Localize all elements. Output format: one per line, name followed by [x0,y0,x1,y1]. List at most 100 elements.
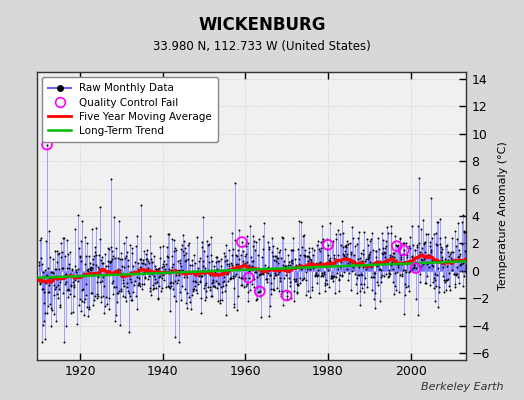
Point [61,271,69,278]
Point [386,262,395,268]
Point [318,270,326,276]
Point [323,281,331,288]
Point [51,248,59,254]
Point [128,271,137,277]
Point [258,270,266,276]
Point [351,259,359,265]
Point [307,259,315,266]
Point [342,244,350,250]
Point [401,267,409,273]
Point [133,274,141,280]
Point [388,259,397,265]
Point [458,268,466,275]
Point [321,282,330,288]
Point [274,255,282,261]
Point [249,242,257,249]
Point [384,258,392,264]
Point [410,261,419,267]
Point [162,261,171,267]
Point [414,240,423,246]
Point [296,275,304,281]
Point [75,302,83,308]
Point [243,280,252,287]
Point [68,266,76,272]
Point [182,257,190,263]
Point [273,254,281,261]
Point [419,261,428,267]
Point [127,269,136,275]
Point [84,266,93,272]
Point [69,308,78,315]
Point [245,274,253,281]
Point [190,252,198,258]
Point [99,274,107,280]
Point [440,289,448,296]
Point [185,299,194,306]
Point [436,248,445,255]
Point [88,290,96,297]
Point [35,258,43,265]
Point [311,272,320,278]
Point [262,276,270,282]
Point [325,256,333,263]
Point [438,257,446,264]
Point [369,247,378,253]
Point [94,264,103,270]
Point [81,234,90,240]
Point [282,292,291,299]
Point [255,236,264,243]
Point [235,226,244,233]
Point [315,290,323,297]
Point [315,245,323,252]
Point [174,272,183,278]
Point [148,270,157,277]
Point [91,293,99,299]
Point [423,254,432,260]
Point [119,280,128,286]
Point [126,293,134,300]
Point [140,281,149,288]
Point [236,275,245,281]
Point [420,238,429,245]
Point [183,274,192,280]
Point [290,264,299,271]
Point [260,266,269,272]
Point [100,310,108,316]
Point [155,274,163,280]
Point [47,323,56,329]
Point [143,256,151,262]
Point [51,318,60,324]
Point [343,251,351,258]
Point [253,296,261,302]
Point [326,220,334,226]
Point [276,246,285,253]
Point [407,266,415,273]
Point [233,253,242,260]
Point [264,270,272,277]
Point [450,258,458,264]
Point [330,252,339,258]
Point [375,258,384,264]
Point [220,250,228,256]
Point [335,288,343,294]
Point [334,227,342,234]
Point [181,244,189,251]
Point [341,243,349,250]
Point [281,263,289,270]
Point [36,236,44,243]
Point [146,285,154,291]
Point [66,249,74,256]
Point [40,266,49,273]
Point [102,268,111,274]
Point [383,258,391,264]
Point [421,248,429,255]
Point [350,252,358,258]
Point [423,261,431,267]
Point [359,250,367,257]
Point [453,236,461,243]
Point [301,253,310,260]
Point [375,266,383,272]
Point [409,264,418,270]
Point [385,267,394,273]
Point [179,232,188,239]
